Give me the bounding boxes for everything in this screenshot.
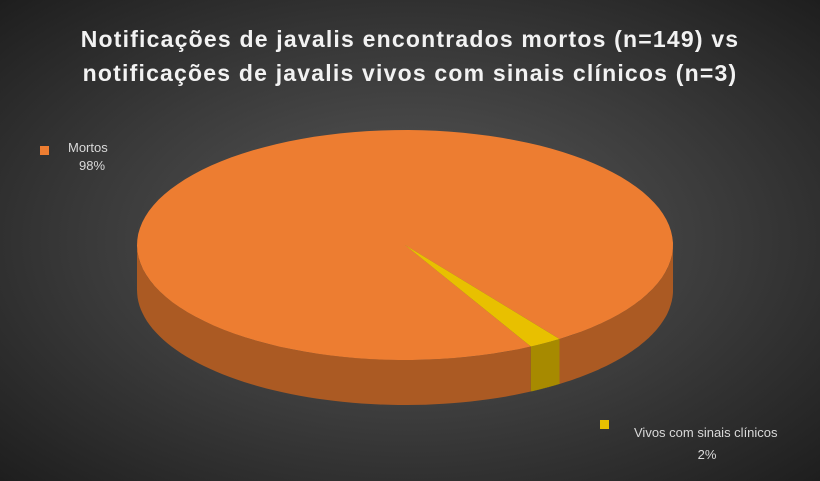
slice (405, 245, 560, 347)
slice-side (559, 245, 673, 384)
category-label: Mortos (68, 140, 108, 155)
chart-title: Notificações de javalis encontrados mort… (80, 26, 740, 86)
value-label: 2% (698, 447, 717, 462)
category-label: Vivos com sinais clínicos (634, 425, 778, 440)
slice-side (137, 245, 531, 405)
value-label: 98% (79, 158, 105, 173)
legend-marker (40, 146, 49, 155)
legend-marker (600, 420, 609, 429)
slice-side (530, 339, 560, 392)
